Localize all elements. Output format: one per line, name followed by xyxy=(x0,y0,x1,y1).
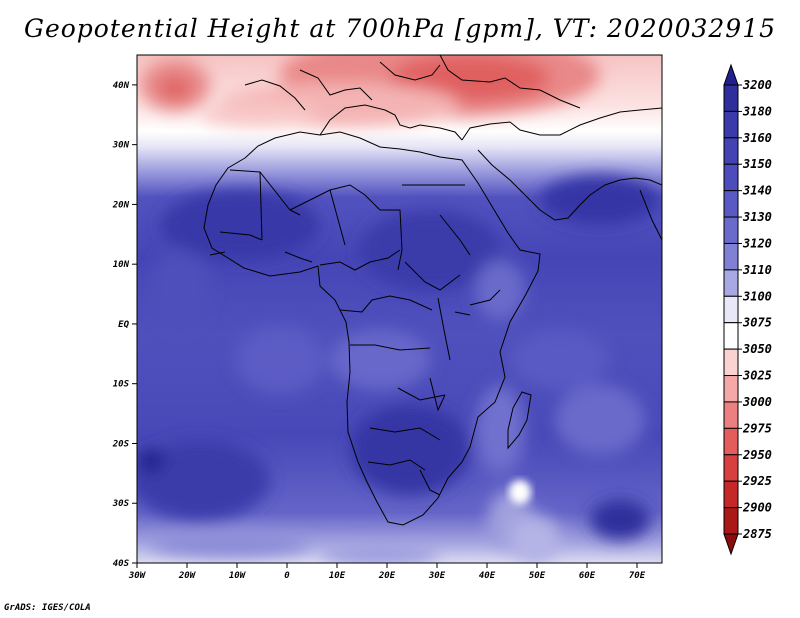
lon-tick-label: 10W xyxy=(229,571,247,581)
colorbar-cell xyxy=(723,269,739,297)
lat-tick-label: 30N xyxy=(112,141,130,151)
shaded-height-field xyxy=(137,55,662,563)
colorbar-level-label: 3100 xyxy=(742,289,772,303)
colorbar: 3200 3180 3160 3150 3140 3130 3120 3110 3100 3075… xyxy=(723,63,772,556)
latitude-axis: 40N 30N 20N 10N EQ 10S 20S 30S 40S xyxy=(112,81,137,569)
colorbar-level-label: 3000 xyxy=(742,395,772,409)
colorbar-level-label: 2975 xyxy=(742,421,772,435)
lat-tick-label: 40N xyxy=(113,81,130,91)
lon-tick-label: 70E xyxy=(629,571,646,581)
plot-frame xyxy=(136,54,663,564)
colorbar-cell xyxy=(723,507,739,535)
lat-tick-label: 30S xyxy=(112,499,130,509)
map-title: Geopotential Height at 700hPa [gpm], VT:… xyxy=(23,14,777,43)
grads-credit: GrADS: IGES/COLA xyxy=(4,603,91,613)
colorbar-level-label: 3160 xyxy=(742,131,772,145)
colorbar-cell xyxy=(723,84,739,112)
lon-tick-label: 20W xyxy=(178,571,197,581)
lon-tick-label: 50E xyxy=(529,571,546,581)
colorbar-cell xyxy=(723,163,739,192)
lon-tick-label: 30E xyxy=(428,571,446,581)
colorbar-cell xyxy=(723,348,739,377)
longitude-axis: 30W 20W 10W 0 10E 20E 30E 40E 50E 60E 70E xyxy=(128,563,646,581)
colorbar-level-label: 3025 xyxy=(742,369,772,383)
colorbar-cell xyxy=(723,480,739,509)
lat-tick-label: EQ xyxy=(118,320,129,330)
coastlines-and-borders xyxy=(203,55,662,526)
colorbar-cell xyxy=(723,216,739,244)
colorbar-cell xyxy=(723,110,739,139)
colorbar-cell xyxy=(723,295,739,324)
colorbar-level-label: 2875 xyxy=(742,527,772,541)
colorbar-level-label: 3075 xyxy=(742,316,772,330)
lon-tick-label: 10E xyxy=(329,571,346,581)
colorbar-level-label: 3120 xyxy=(742,236,772,250)
colorbar-level-label: 2900 xyxy=(742,501,772,515)
colorbar-level-label: 3150 xyxy=(742,157,772,171)
lat-tick-label: 20S xyxy=(112,439,130,449)
lon-tick-label: 0 xyxy=(284,571,290,581)
lon-tick-label: 30W xyxy=(128,571,147,581)
colorbar-level-label: 3050 xyxy=(742,342,772,356)
colorbar-level-label: 3200 xyxy=(742,78,772,92)
colorbar-level-label: 3140 xyxy=(742,184,772,198)
colorbar-top-arrow xyxy=(723,63,739,86)
colorbar-level-label: 3130 xyxy=(742,210,772,224)
colorbar-cell xyxy=(723,427,739,456)
lat-tick-label: 10S xyxy=(113,380,130,390)
lat-tick-label: 40S xyxy=(113,559,130,569)
colorbar-cell xyxy=(723,137,739,165)
colorbar-bottom-arrow xyxy=(723,533,739,556)
colorbar-cell xyxy=(723,375,739,403)
colorbar-level-label: 2925 xyxy=(742,474,772,488)
lon-tick-label: 60E xyxy=(579,571,596,581)
colorbar-cell xyxy=(723,190,739,218)
colorbar-level-label: 3110 xyxy=(742,263,772,277)
colorbar-cell xyxy=(723,401,739,429)
colorbar-level-label: 3180 xyxy=(742,104,772,118)
lat-tick-label: 20N xyxy=(112,200,130,210)
lon-tick-label: 20E xyxy=(378,571,396,581)
lat-tick-label: 10N xyxy=(113,260,130,270)
lon-tick-label: 40E xyxy=(479,571,496,581)
colorbar-cell xyxy=(723,322,739,350)
colorbar-cell xyxy=(723,454,739,482)
colorbar-cell xyxy=(723,242,739,271)
colorbar-level-label: 2950 xyxy=(742,448,772,462)
